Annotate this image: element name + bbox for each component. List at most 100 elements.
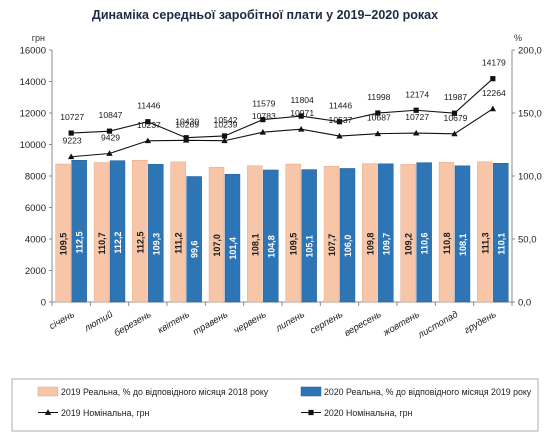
line-2019-value-label: 9429 xyxy=(101,132,120,142)
legend-marker-2020-nominal xyxy=(308,409,314,416)
line-2020-value-label: 11998 xyxy=(367,92,390,102)
marker-2019-nominal xyxy=(336,132,343,139)
marker-2020-nominal xyxy=(298,113,304,119)
marker-2020-nominal xyxy=(106,128,113,134)
marker-2020-nominal xyxy=(183,135,189,141)
bar-2019-value-label: 110,8 xyxy=(442,232,452,254)
line-2020-value-label: 11446 xyxy=(137,101,160,111)
bar-2020-value-label: 110,1 xyxy=(496,233,506,255)
marker-2020-nominal xyxy=(145,119,151,125)
legend-label-2020-nominal: 2020 Номінальна, грн xyxy=(324,408,412,418)
bar-2019-real xyxy=(400,164,416,303)
left-tick-label: 4000 xyxy=(25,234,46,245)
bar-2019-value-label: 111,3 xyxy=(480,232,490,254)
bar-2020-real xyxy=(454,165,471,303)
legend: 2019 Реальна, % до відповідного місяця 2… xyxy=(11,378,539,432)
line-2020-value-label: 11446 xyxy=(329,101,352,111)
left-tick-label: 8000 xyxy=(25,171,46,182)
right-tick-label: 0,0 xyxy=(518,297,531,308)
bar-2019-value-label: 109,2 xyxy=(404,233,414,256)
bar-2019-real xyxy=(247,165,263,303)
marker-2019-nominal xyxy=(374,130,382,137)
bar-2020-real xyxy=(301,169,317,303)
category-label: січень xyxy=(48,309,77,332)
line-2020-value-label: 12174 xyxy=(405,89,429,99)
legend-box xyxy=(11,378,539,432)
marker-2019-nominal xyxy=(259,128,267,135)
line-2020-value-label: 11579 xyxy=(252,99,275,109)
bar-2020-value-label: 110,6 xyxy=(420,232,430,254)
bar-2019-real xyxy=(323,166,340,303)
plot-area: 0 2000 4000 6000 8000 10000 12000 14000 16000 0,0… xyxy=(20,45,542,341)
category-label: лютий xyxy=(82,309,116,335)
marker-2020-nominal xyxy=(413,107,419,113)
legend-label-2019-real: 2019 Реальна, % до відповідного місяця 2… xyxy=(61,387,269,397)
left-tick-label: 6000 xyxy=(25,203,46,214)
bar-2019-real xyxy=(285,163,301,303)
legend-swatch-2019-real xyxy=(37,386,59,397)
bar-2019-real xyxy=(438,162,455,303)
bar-2020-real xyxy=(224,173,241,303)
marker-2020-nominal xyxy=(68,130,74,136)
marker-2020-nominal xyxy=(490,76,496,82)
bar-2019-value-label: 112,5 xyxy=(135,231,145,253)
left-tick-label: 0 xyxy=(41,297,46,308)
category-label: травень xyxy=(191,309,230,338)
bar-2020-value-label: 112,5 xyxy=(75,231,85,253)
line-2020-nominal xyxy=(71,78,494,139)
left-axis-unit: грн xyxy=(32,33,45,43)
bar-2019-real xyxy=(477,161,493,303)
line-2020-value-label: 11987 xyxy=(444,92,467,102)
bar-2019-value-label: 107,7 xyxy=(327,234,337,257)
bar-2019-value-label: 109,5 xyxy=(289,233,299,256)
bar-2020-value-label: 108,1 xyxy=(458,234,468,257)
bar-2020-value-label: 106,0 xyxy=(343,235,353,258)
legend-marker-2019-nominal xyxy=(44,409,52,415)
bar-2019-value-label: 111,2 xyxy=(174,232,184,254)
category-label: серпень xyxy=(308,309,345,337)
line-2019-value-label: 10727 xyxy=(405,112,429,122)
bar-2020-real xyxy=(493,163,509,303)
category-label: червень xyxy=(232,309,268,336)
bar-2020-real xyxy=(416,162,432,303)
category-label: листопад xyxy=(415,309,460,341)
category-label: грудень xyxy=(462,309,498,336)
marker-2020-nominal xyxy=(375,110,381,116)
bar-2020-value-label: 105,1 xyxy=(305,235,315,258)
line-2020-value-label: 11804 xyxy=(291,95,314,105)
bar-2020-value-label: 112,2 xyxy=(113,232,123,254)
line-2019-value-label: 9223 xyxy=(63,136,82,146)
bar-2020-value-label: 101,4 xyxy=(228,237,238,260)
legend-label-2019-nominal: 2019 Номінальна, грн xyxy=(61,408,149,418)
line-2019-value-label: 12264 xyxy=(482,88,506,98)
line-2019-value-label: 10687 xyxy=(367,113,391,123)
right-tick-label: 50,0 xyxy=(518,234,537,245)
bar-2020-value-label: 109,7 xyxy=(381,233,391,256)
category-label: жовтень xyxy=(381,309,422,339)
bar-2020-real xyxy=(378,163,394,303)
category-label: квітень xyxy=(156,309,192,336)
line-2019-value-label: 10239 xyxy=(214,120,238,130)
bar-2020-real xyxy=(263,169,279,303)
category-label: вересень xyxy=(343,309,384,339)
marker-2020-nominal xyxy=(451,110,458,116)
line-2019-nominal xyxy=(71,108,494,158)
marker-2020-nominal xyxy=(336,119,343,125)
bar-2019-real xyxy=(170,161,186,303)
bar-2019-real xyxy=(55,163,71,303)
bar-2019-value-label: 108,1 xyxy=(250,234,260,257)
bar-2019-real xyxy=(208,166,225,303)
category-label: липень xyxy=(273,309,307,335)
left-tick-label: 16000 xyxy=(20,45,46,56)
line-2020-value-label: 10430 xyxy=(175,117,199,127)
left-tick-label: 14000 xyxy=(20,77,46,88)
right-tick-label: 200,0 xyxy=(518,45,542,56)
line-2019-value-label: 10237 xyxy=(137,120,161,130)
bar-2020-real xyxy=(339,168,356,303)
marker-2019-nominal xyxy=(297,126,305,132)
line-2020-value-label: 10727 xyxy=(60,112,84,122)
marker-2019-nominal xyxy=(106,150,113,156)
bar-2019-value-label: 109,8 xyxy=(365,233,375,256)
bar-2020-real xyxy=(109,160,126,303)
bar-2019-value-label: 110,7 xyxy=(97,232,107,254)
